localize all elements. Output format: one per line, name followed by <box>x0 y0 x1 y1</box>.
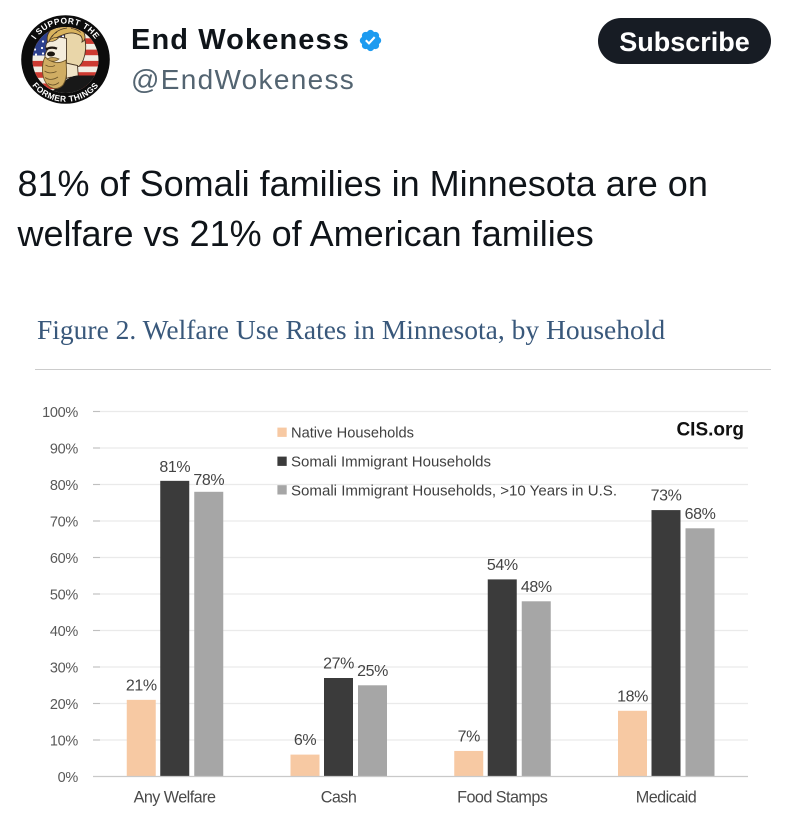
svg-text:Food Stamps: Food Stamps <box>457 789 548 807</box>
svg-text:Cash: Cash <box>321 789 357 807</box>
svg-text:78%: 78% <box>193 472 224 489</box>
svg-text:20%: 20% <box>50 697 79 713</box>
svg-text:Somali Immigrant Households, >: Somali Immigrant Households, >10 Years i… <box>291 482 617 499</box>
svg-text:25%: 25% <box>357 663 388 680</box>
svg-text:21%: 21% <box>126 677 157 694</box>
svg-text:6%: 6% <box>294 732 316 749</box>
svg-text:68%: 68% <box>685 506 716 523</box>
svg-text:100%: 100% <box>42 405 78 421</box>
svg-text:80%: 80% <box>50 478 79 494</box>
svg-text:18%: 18% <box>617 688 648 705</box>
svg-text:CIS.org: CIS.org <box>676 419 744 440</box>
svg-text:30%: 30% <box>50 660 79 676</box>
svg-text:Native Households: Native Households <box>291 425 414 442</box>
svg-text:27%: 27% <box>323 656 354 673</box>
svg-text:10%: 10% <box>50 733 79 749</box>
svg-text:0%: 0% <box>58 770 79 786</box>
svg-text:54%: 54% <box>487 557 518 574</box>
svg-text:50%: 50% <box>50 587 79 603</box>
svg-text:90%: 90% <box>50 441 79 457</box>
svg-text:7%: 7% <box>458 729 480 746</box>
svg-text:48%: 48% <box>521 579 552 596</box>
svg-text:60%: 60% <box>50 551 79 567</box>
svg-text:Medicaid: Medicaid <box>636 789 696 807</box>
svg-text:Any Welfare: Any Welfare <box>134 789 216 807</box>
svg-text:40%: 40% <box>50 624 79 640</box>
svg-text:81%: 81% <box>159 459 190 476</box>
svg-text:73%: 73% <box>651 488 682 505</box>
svg-text:Somali Immigrant Households: Somali Immigrant Households <box>291 454 491 471</box>
svg-text:70%: 70% <box>50 514 79 530</box>
